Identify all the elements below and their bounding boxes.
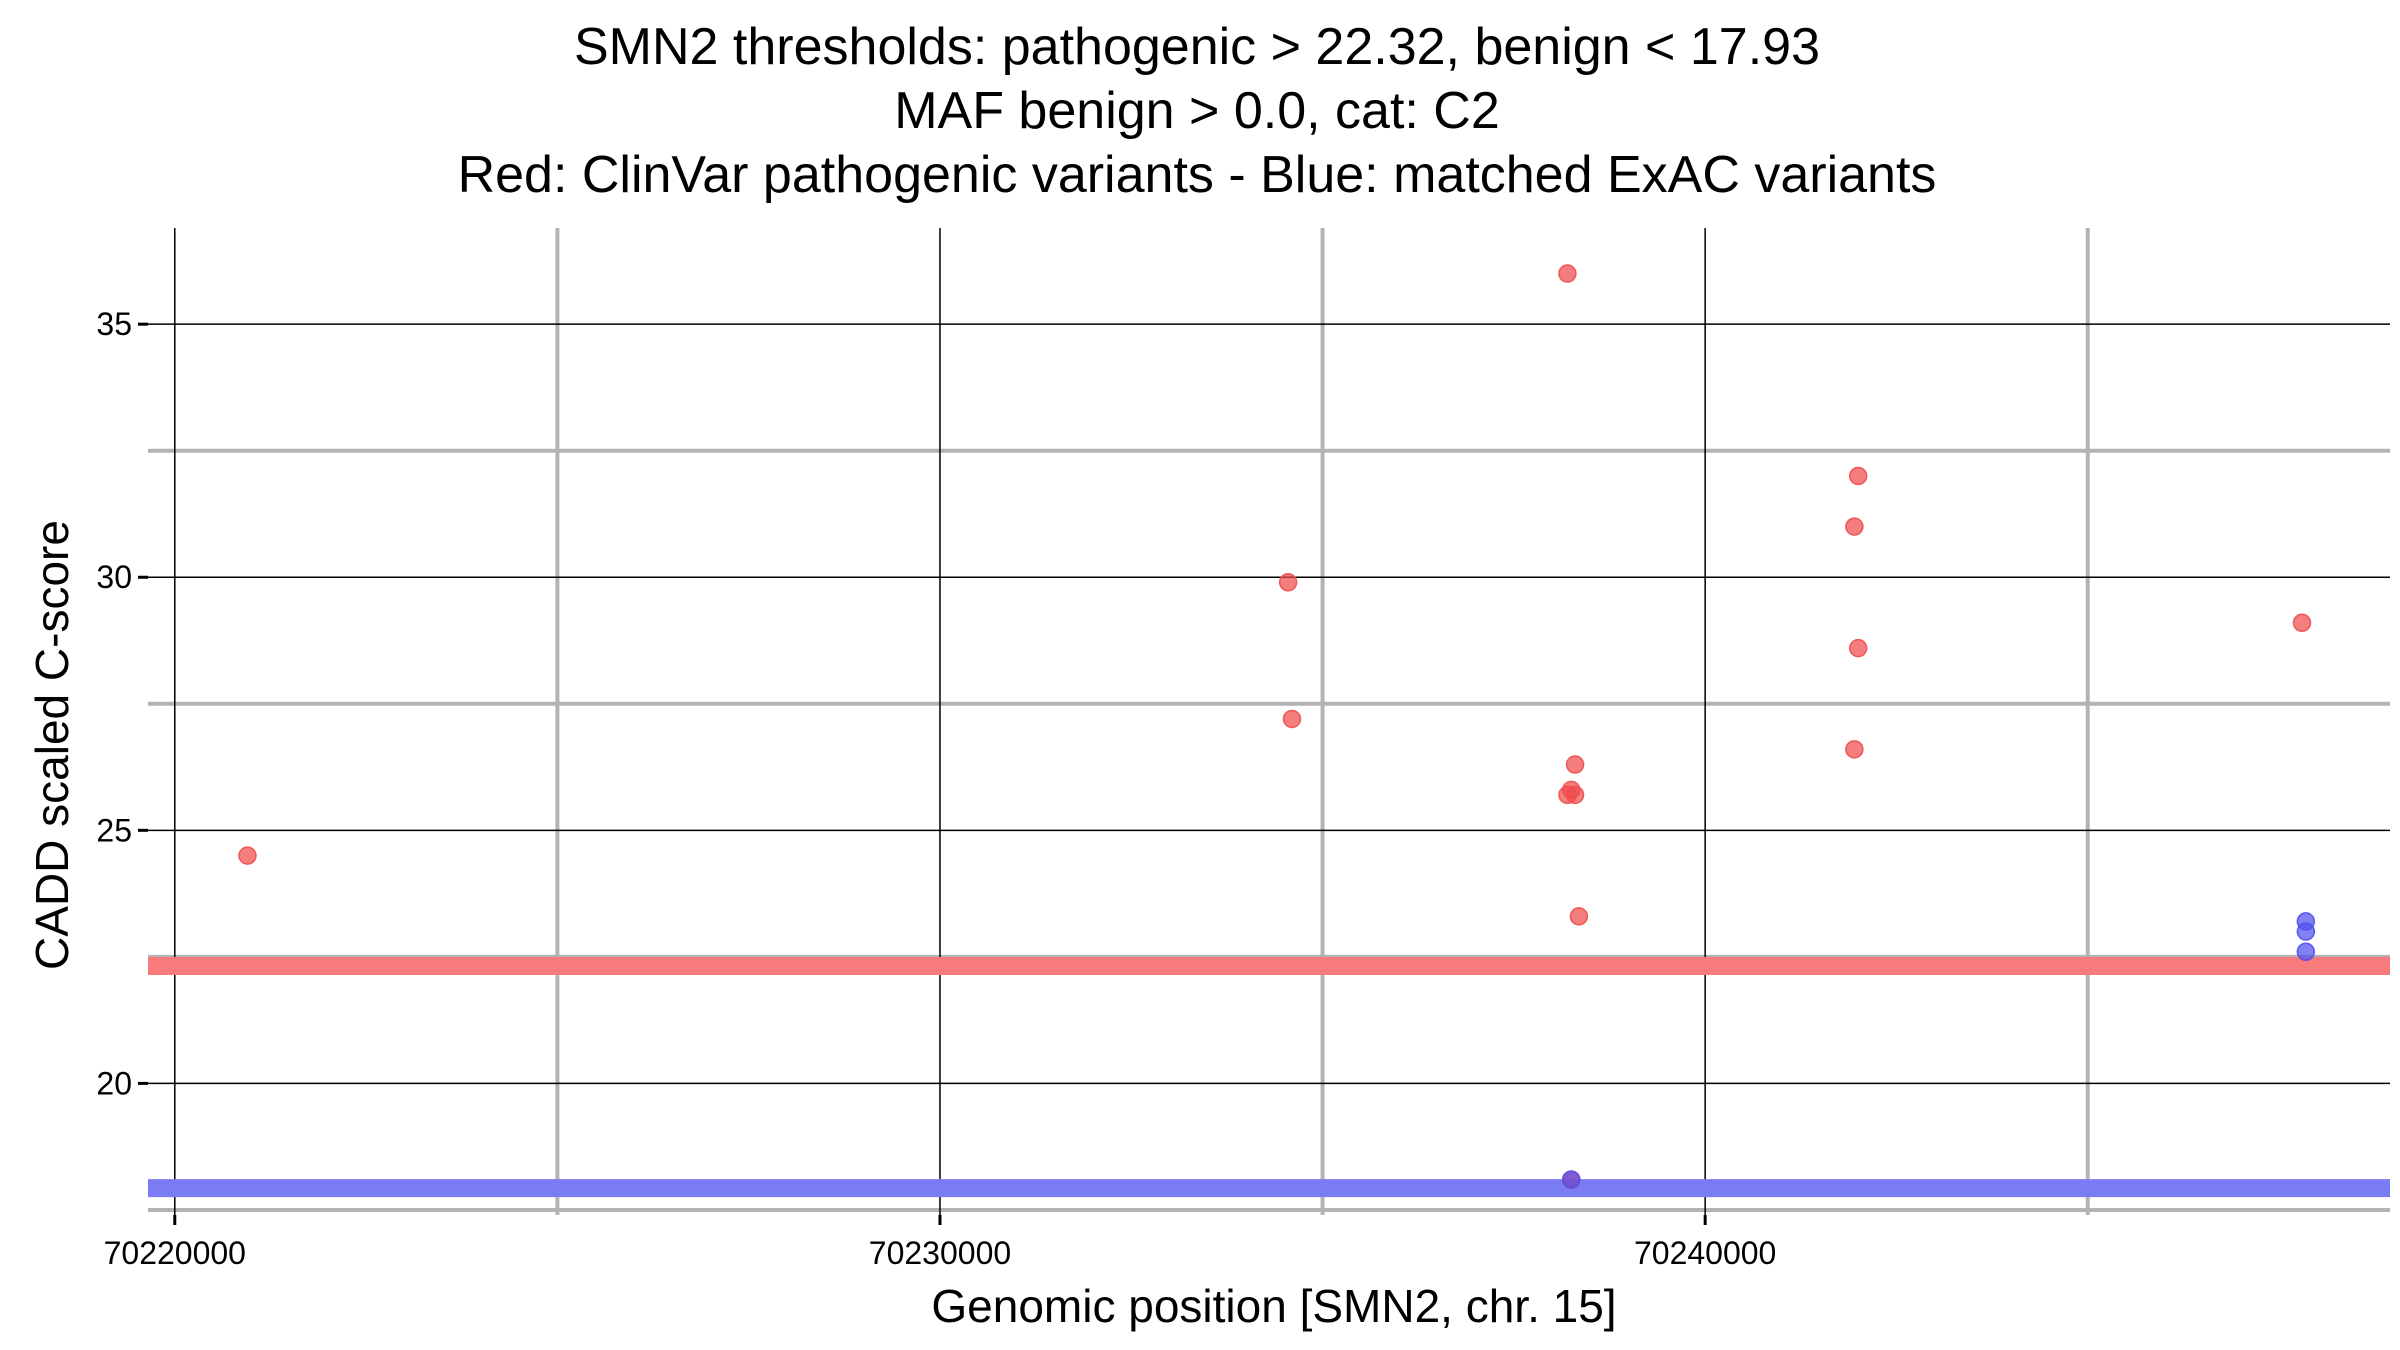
clinvar-point-1 — [1278, 573, 1298, 592]
y-tick-label-3: 35 — [96, 306, 132, 342]
threshold-layer — [148, 956, 2390, 1198]
y-tick-label-2: 30 — [96, 559, 132, 595]
y-tick-label-1: 25 — [96, 812, 132, 848]
point-layer — [238, 264, 2316, 1189]
title-line-2: MAF benign > 0.0, cat: C2 — [894, 82, 1500, 140]
exac-point-1 — [2296, 922, 2316, 941]
title-line-3: Red: ClinVar pathogenic variants - Blue:… — [457, 146, 1937, 204]
grid-layer — [148, 228, 2390, 1215]
chart-title: SMN2 thresholds: pathogenic > 22.32, ben… — [412, 15, 1982, 207]
clinvar-point-0 — [238, 846, 257, 865]
clinvar-point-7 — [1565, 785, 1585, 805]
x-tick-label-2: 70240000 — [1634, 1235, 1776, 1271]
clinvar-point-12 — [1848, 638, 1868, 658]
x-axis-label: Genomic position [SMN2, chr. 15] — [931, 1280, 1616, 1332]
x-tick-label-1: 70230000 — [869, 1235, 1011, 1271]
y-axis-label: CADD scaled C-score — [26, 520, 78, 970]
x-tick-label-0: 70220000 — [104, 1235, 246, 1271]
clinvar-point-10 — [1848, 466, 1868, 486]
clinvar-point-2 — [1282, 709, 1302, 729]
axis-layer: 70220000 70230000 70240000 20 25 30 35 — [96, 306, 1776, 1271]
clinvar-point-3 — [1558, 264, 1577, 283]
exac-point-2 — [2296, 942, 2316, 962]
clinvar-point-13 — [1845, 740, 1864, 759]
exac-point-3 — [1561, 1170, 1581, 1189]
clinvar-point-4 — [1565, 755, 1585, 774]
y-tick-label-0: 20 — [96, 1065, 132, 1101]
clinvar-point-14 — [2292, 613, 2312, 633]
clinvar-point-11 — [1845, 517, 1864, 536]
title-line-1: SMN2 thresholds: pathogenic > 22.32, ben… — [574, 18, 1820, 76]
clinvar-point-8 — [1569, 907, 1589, 926]
